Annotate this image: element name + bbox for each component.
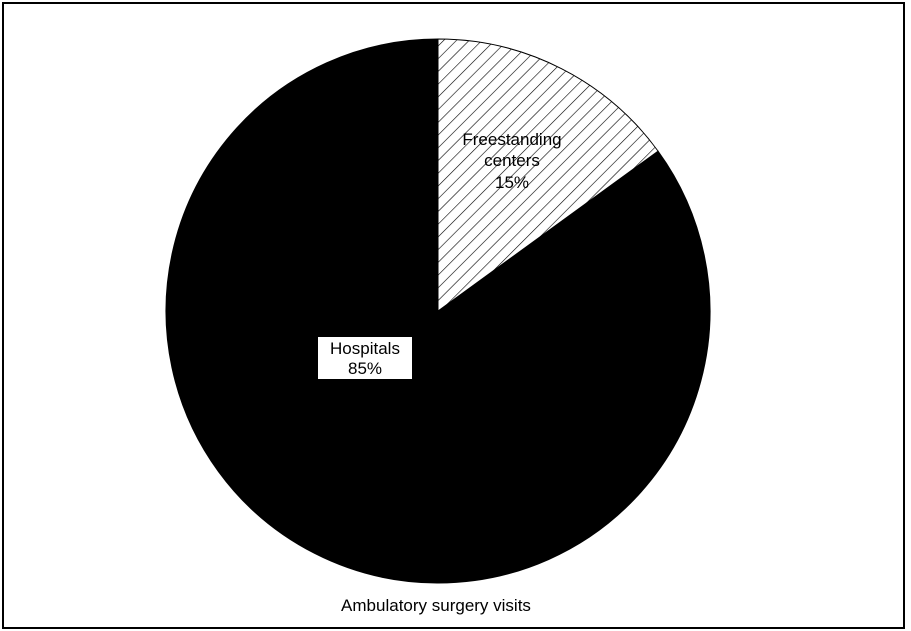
pie-slice-freestanding xyxy=(437,38,659,312)
slice-label-hospitals-name: Hospitals xyxy=(330,339,400,358)
hospitals-label-background xyxy=(318,337,412,379)
slice-value-freestanding: 15% xyxy=(495,173,529,192)
chart-caption: Ambulatory surgery visits xyxy=(341,596,531,615)
slice-label-hospitals: Hospitals 85% xyxy=(318,337,412,379)
slice-label-freestanding-line1: Freestanding xyxy=(462,130,561,149)
slice-value-hospitals: 85% xyxy=(348,359,382,378)
slice-label-freestanding: Freestanding centers 15% xyxy=(462,130,561,192)
slice-label-freestanding-line2: centers xyxy=(484,151,540,170)
